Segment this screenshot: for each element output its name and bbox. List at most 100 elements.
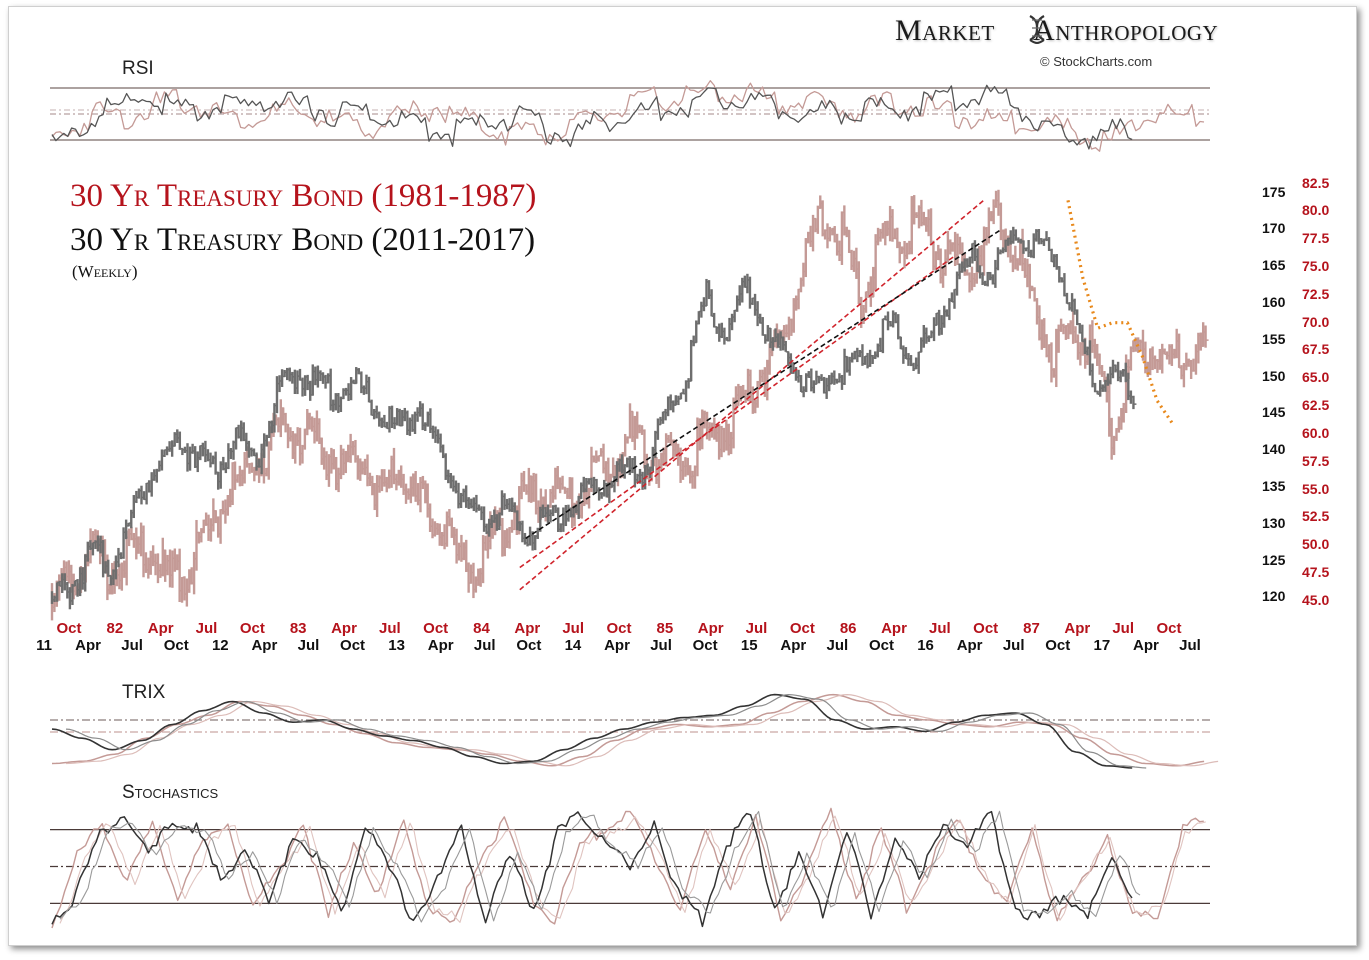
y-tick-left: 145 bbox=[1262, 404, 1286, 421]
trix-line-1981-1987 bbox=[51, 693, 1205, 767]
x-tick-bottom: 16 bbox=[917, 637, 934, 654]
x-tick-bottom: 17 bbox=[1093, 637, 1111, 654]
y-tick-right: 77.5 bbox=[1302, 230, 1330, 247]
title-black-series: 30 Yr Treasury Bond (2011-2017) bbox=[70, 222, 536, 258]
x-tick-top: Apr bbox=[697, 620, 724, 637]
y-tick-left: 120 bbox=[1262, 588, 1286, 605]
trix-signal-2011-2017 bbox=[65, 693, 1147, 769]
x-tick-bottom: Jul bbox=[121, 637, 143, 654]
dna-helix-icon bbox=[1029, 15, 1045, 44]
title-red-series: 30 Yr Treasury Bond (1981-1987) bbox=[70, 178, 537, 214]
y-tick-left: 170 bbox=[1262, 220, 1286, 237]
x-tick-bottom: Apr bbox=[604, 637, 630, 654]
brand-title: Market Anthropology bbox=[895, 14, 1218, 48]
x-tick-bottom: 11 bbox=[36, 637, 52, 654]
y-tick-right: 45.0 bbox=[1302, 591, 1330, 608]
x-tick-bottom: Jul bbox=[297, 637, 320, 654]
x-tick-bottom: Oct bbox=[1045, 637, 1071, 654]
rsi-line-1981-1987 bbox=[51, 80, 1205, 152]
x-tick-bottom: Apr bbox=[75, 637, 101, 654]
y-tick-right: 50.0 bbox=[1302, 536, 1330, 553]
x-tick-bottom: Oct bbox=[516, 637, 542, 654]
y-tick-right: 60.0 bbox=[1302, 424, 1330, 441]
x-tick-top: Oct bbox=[423, 620, 449, 637]
x-tick-bottom: Apr bbox=[1133, 637, 1159, 654]
x-tick-bottom: Jul bbox=[473, 637, 496, 654]
x-tick-top: Apr bbox=[1064, 620, 1091, 637]
x-tick-bottom: Apr bbox=[427, 637, 454, 654]
x-tick-top: Oct bbox=[56, 620, 82, 637]
y-tick-right: 65.0 bbox=[1302, 369, 1330, 386]
x-tick-bottom: 12 bbox=[211, 637, 229, 654]
trendline-red bbox=[519, 255, 956, 569]
y-tick-right: 75.0 bbox=[1302, 258, 1330, 275]
x-tick-top: 85 bbox=[656, 620, 674, 637]
y-tick-right: 67.5 bbox=[1302, 341, 1330, 358]
trendline-black bbox=[525, 228, 1002, 540]
brand-right: Anthropology bbox=[1033, 14, 1219, 47]
y-tick-right: 72.5 bbox=[1302, 285, 1330, 302]
x-tick-bottom: Jul bbox=[826, 637, 849, 654]
x-tick-bottom: 14 bbox=[564, 637, 582, 654]
x-tick-bottom: Oct bbox=[692, 637, 718, 654]
trix-signal-1981-1987 bbox=[65, 693, 1219, 767]
y-tick-right: 82.5 bbox=[1302, 174, 1330, 191]
y-tick-right: 55.0 bbox=[1302, 480, 1330, 497]
trendline-red bbox=[519, 199, 985, 591]
x-tick-top: Jul bbox=[195, 620, 218, 637]
x-tick-top: Jul bbox=[562, 620, 584, 637]
y-tick-right: 52.5 bbox=[1302, 508, 1330, 525]
x-tick-top: 82 bbox=[106, 620, 124, 637]
x-tick-top: Apr bbox=[514, 620, 541, 637]
x-tick-top: Oct bbox=[973, 620, 999, 637]
x-tick-bottom: Apr bbox=[780, 637, 807, 654]
x-tick-top: Oct bbox=[606, 620, 632, 637]
x-tick-top: 87 bbox=[1023, 620, 1040, 637]
x-tick-bottom: Apr bbox=[956, 637, 983, 654]
y-tick-right: 47.5 bbox=[1302, 564, 1330, 581]
x-tick-top: Oct bbox=[239, 620, 265, 637]
x-tick-bottom: 15 bbox=[740, 637, 758, 654]
y-tick-right: 62.5 bbox=[1302, 397, 1330, 414]
x-tick-bottom: Oct bbox=[163, 637, 189, 654]
x-tick-top: Oct bbox=[1156, 620, 1182, 637]
x-tick-top: Jul bbox=[928, 620, 951, 637]
x-tick-top: 86 bbox=[839, 620, 857, 637]
x-tick-top: Jul bbox=[378, 620, 401, 637]
x-tick-bottom: Oct bbox=[340, 637, 366, 654]
x-tick-bottom: Jul bbox=[1002, 637, 1025, 654]
x-tick-top: Apr bbox=[147, 620, 174, 637]
x-tick-bottom: Jul bbox=[1179, 637, 1201, 654]
stochastics-panel-label: Stochastics bbox=[122, 782, 219, 803]
x-tick-top: Apr bbox=[881, 620, 907, 637]
stoch-d-1981-1987 bbox=[59, 815, 1206, 924]
x-tick-top: Jul bbox=[745, 620, 768, 637]
y-tick-right: 57.5 bbox=[1302, 452, 1330, 469]
y-tick-left: 150 bbox=[1262, 367, 1286, 384]
brand-left: Market bbox=[895, 14, 995, 47]
y-tick-left: 140 bbox=[1262, 441, 1286, 458]
orange-projection-path bbox=[1066, 199, 1174, 424]
y-tick-right: 70.0 bbox=[1302, 313, 1330, 330]
stoch-k-2011-2017 bbox=[51, 810, 1133, 928]
y-tick-left: 165 bbox=[1262, 257, 1286, 274]
y-tick-right: 80.0 bbox=[1302, 202, 1330, 219]
x-tick-top: Oct bbox=[789, 620, 815, 637]
y-tick-left: 130 bbox=[1262, 514, 1286, 531]
x-tick-bottom: Oct bbox=[868, 637, 894, 654]
x-tick-bottom: 13 bbox=[388, 637, 405, 654]
x-tick-top: 84 bbox=[473, 620, 490, 637]
y-tick-left: 175 bbox=[1262, 183, 1286, 200]
y-tick-left: 155 bbox=[1262, 330, 1286, 347]
trix-line-2011-2017 bbox=[51, 693, 1133, 769]
x-tick-bottom: Apr bbox=[251, 637, 278, 654]
x-tick-bottom: Jul bbox=[650, 637, 672, 654]
x-tick-top: Apr bbox=[331, 620, 357, 637]
stoch-d-2011-2017 bbox=[59, 810, 1141, 923]
stoch-k-1981-1987 bbox=[51, 807, 1204, 929]
rsi-panel-label: RSI bbox=[122, 58, 154, 79]
y-tick-left: 135 bbox=[1262, 477, 1286, 494]
brand-subtitle: © StockCharts.com bbox=[1040, 54, 1153, 69]
y-tick-left: 125 bbox=[1262, 551, 1286, 568]
